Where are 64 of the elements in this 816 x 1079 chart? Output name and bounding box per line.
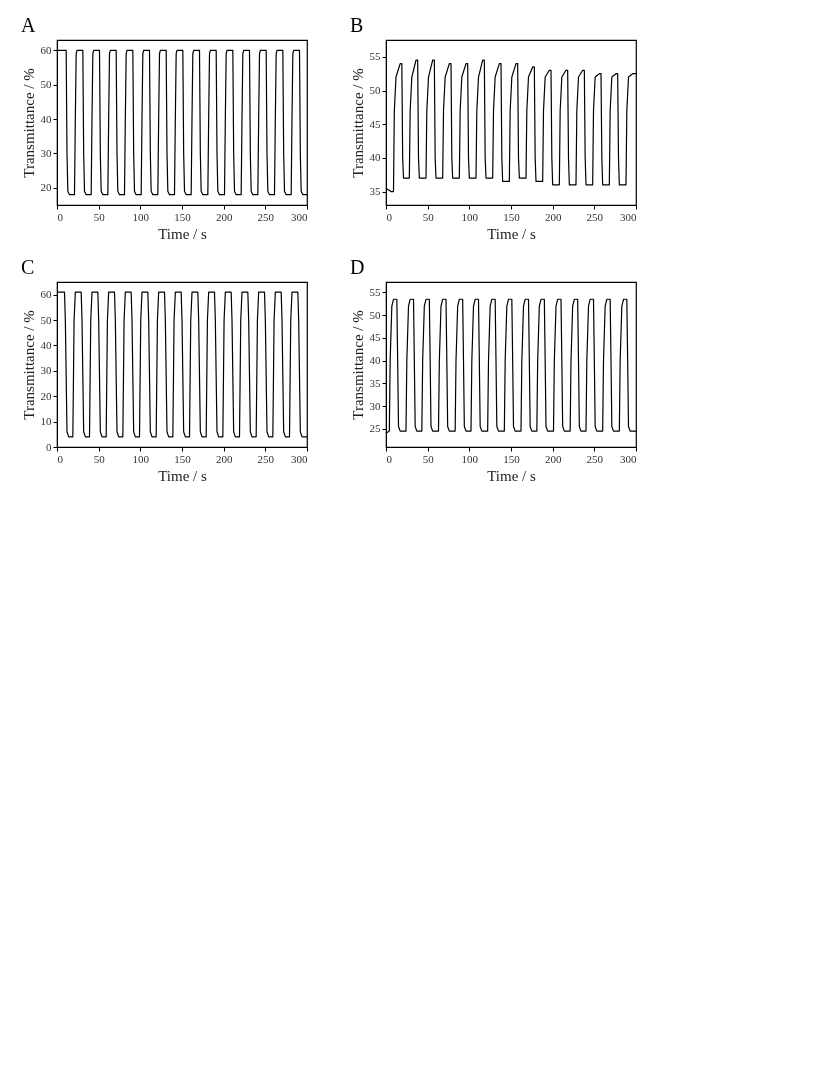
- x-tick-label: 200: [215, 452, 233, 465]
- y-axis-title: Transmittance / %: [20, 68, 37, 178]
- y-tick-label: 30: [40, 364, 52, 377]
- x-tick-label: 200: [544, 452, 562, 465]
- chart-title: C: [21, 256, 35, 278]
- x-tick-label: 200: [544, 210, 562, 223]
- y-tick-label: 25: [369, 422, 381, 435]
- x-tick-label: 300: [291, 452, 308, 465]
- y-tick-label: 40: [40, 338, 52, 351]
- x-tick-label: 0: [386, 210, 393, 223]
- y-tick-label: 40: [369, 354, 381, 367]
- x-tick-label: 300: [291, 210, 308, 223]
- y-tick-label: 20: [40, 181, 52, 194]
- x-tick-label: 50: [422, 210, 435, 223]
- chart-title: A: [21, 14, 36, 36]
- y-tick-label: 60: [40, 288, 52, 301]
- y-tick-label: 35: [369, 376, 381, 389]
- y-tick-label: 45: [369, 331, 381, 344]
- x-tick-label: 100: [461, 452, 479, 465]
- y-tick-label: 40: [40, 112, 52, 125]
- y-tick-label: 0: [46, 440, 52, 453]
- x-axis-title: Time / s: [158, 225, 207, 242]
- y-tick-label: 45: [369, 117, 381, 130]
- y-tick-label: 35: [369, 185, 381, 198]
- x-tick-label: 150: [503, 452, 521, 465]
- y-axis-title: Transmittance / %: [349, 310, 366, 420]
- x-tick-label: 200: [215, 210, 233, 223]
- y-axis-title: Transmittance / %: [20, 310, 37, 420]
- x-tick-label: 0: [57, 210, 64, 223]
- y-tick-label: 50: [369, 308, 381, 321]
- chart-title: B: [350, 14, 364, 36]
- x-tick-label: 100: [132, 452, 150, 465]
- x-tick-label: 100: [132, 210, 150, 223]
- x-axis-title: Time / s: [487, 467, 536, 484]
- y-tick-label: 60: [40, 43, 52, 56]
- x-tick-label: 300: [620, 210, 637, 223]
- x-tick-label: 300: [620, 452, 637, 465]
- x-axis-title: Time / s: [158, 467, 207, 484]
- x-tick-label: 250: [586, 452, 604, 465]
- x-tick-label: 50: [93, 210, 106, 223]
- x-axis-title: Time / s: [487, 225, 536, 242]
- y-tick-label: 50: [369, 84, 381, 97]
- y-tick-label: 55: [369, 50, 381, 63]
- x-tick-label: 150: [174, 210, 192, 223]
- y-tick-label: 20: [40, 389, 52, 402]
- y-tick-label: 50: [40, 313, 52, 326]
- x-tick-label: 150: [174, 452, 192, 465]
- chart-title: D: [350, 256, 365, 278]
- y-tick-label: 30: [40, 146, 52, 159]
- y-axis-title: Transmittance / %: [349, 68, 366, 178]
- y-tick-label: 30: [369, 399, 381, 412]
- x-tick-label: 250: [586, 210, 604, 223]
- x-tick-label: 250: [257, 210, 275, 223]
- x-tick-label: 250: [257, 452, 275, 465]
- x-tick-label: 0: [57, 452, 64, 465]
- x-tick-label: 100: [461, 210, 479, 223]
- y-tick-label: 10: [40, 415, 52, 428]
- x-tick-label: 0: [386, 452, 393, 465]
- x-tick-label: 50: [93, 452, 106, 465]
- x-tick-label: 150: [503, 210, 521, 223]
- y-tick-label: 55: [369, 285, 381, 298]
- y-tick-label: 50: [40, 78, 52, 91]
- x-tick-label: 50: [422, 452, 435, 465]
- y-tick-label: 40: [369, 151, 381, 164]
